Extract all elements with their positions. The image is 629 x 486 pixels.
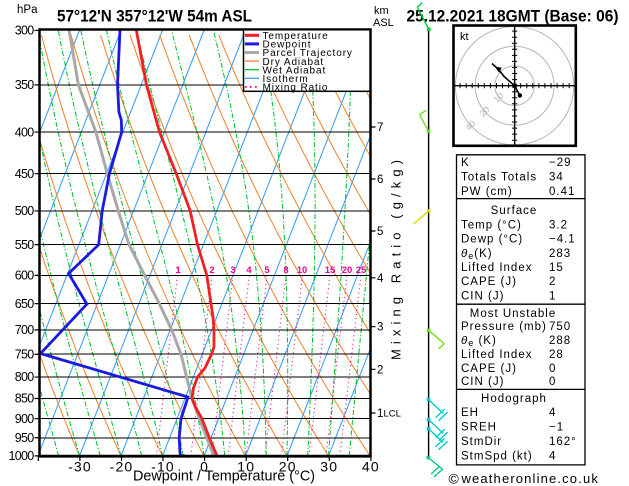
- svg-text:−4.1: −4.1: [549, 234, 576, 246]
- svg-text:25: 25: [356, 265, 367, 276]
- svg-text:162°: 162°: [549, 436, 577, 448]
- svg-text:15: 15: [549, 262, 564, 274]
- svg-text:850: 850: [15, 392, 35, 406]
- svg-text:Totals Totals: Totals Totals: [461, 172, 537, 184]
- svg-text:θe (K): θe (K): [461, 335, 497, 348]
- svg-text:0: 0: [549, 363, 556, 375]
- svg-text:Hodograph: Hodograph: [481, 393, 547, 405]
- svg-text:10: 10: [297, 265, 308, 276]
- svg-text:2: 2: [377, 364, 383, 376]
- svg-text:4: 4: [246, 265, 252, 276]
- svg-text:SREH: SREH: [461, 422, 497, 434]
- svg-text:Dewpoint: Dewpoint: [263, 40, 312, 51]
- svg-text:300: 300: [15, 24, 35, 38]
- svg-text:10: 10: [237, 459, 255, 475]
- svg-text:Most Unstable: Most Unstable: [470, 308, 557, 320]
- svg-text:0.41: 0.41: [549, 186, 575, 198]
- svg-text:750: 750: [15, 347, 35, 361]
- svg-text:θe(K): θe(K): [461, 248, 493, 261]
- svg-text:800: 800: [15, 370, 35, 384]
- svg-text:Dry Adiabat: Dry Adiabat: [263, 57, 325, 68]
- svg-text:4: 4: [549, 450, 556, 462]
- svg-text:34: 34: [549, 172, 564, 184]
- svg-text:CIN (J): CIN (J): [461, 290, 504, 302]
- svg-text:-20: -20: [110, 459, 134, 475]
- svg-text:10: 10: [492, 90, 506, 104]
- svg-text:LCL: LCL: [384, 409, 401, 420]
- svg-text:288: 288: [549, 335, 571, 347]
- svg-text:2: 2: [549, 276, 556, 288]
- svg-text:PW (cm): PW (cm): [461, 186, 513, 198]
- svg-text:weatheronline.co.uk: weatheronline.co.uk: [461, 471, 599, 486]
- svg-text:StmSpd (kt): StmSpd (kt): [461, 450, 533, 462]
- svg-text:hPa: hPa: [17, 4, 38, 16]
- svg-text:−29: −29: [549, 157, 572, 169]
- svg-text:650: 650: [15, 297, 35, 311]
- svg-text:Temp (°C): Temp (°C): [461, 219, 522, 231]
- svg-text:Wet Adiabat: Wet Adiabat: [263, 65, 327, 76]
- svg-text:25.12.2021 18GMT (Base: 06): 25.12.2021 18GMT (Base: 06): [407, 7, 619, 26]
- svg-text:0: 0: [200, 459, 209, 475]
- svg-text:0: 0: [549, 376, 556, 388]
- svg-text:8: 8: [283, 265, 288, 276]
- svg-text:Lifted Index: Lifted Index: [461, 349, 532, 361]
- svg-text:kt: kt: [460, 31, 469, 43]
- svg-text:600: 600: [15, 269, 35, 283]
- svg-text:750: 750: [549, 321, 571, 333]
- svg-text:30: 30: [320, 459, 338, 475]
- svg-text:57°12'N 357°12'W 54m ASL: 57°12'N 357°12'W 54m ASL: [57, 7, 252, 26]
- svg-text:Lifted Index: Lifted Index: [461, 262, 532, 274]
- svg-text:Pressure (mb): Pressure (mb): [461, 321, 547, 333]
- svg-text:Dewp (°C): Dewp (°C): [461, 234, 523, 246]
- svg-text:40: 40: [362, 459, 380, 475]
- svg-text:3: 3: [377, 322, 383, 334]
- svg-text:15: 15: [325, 265, 336, 276]
- svg-text:700: 700: [15, 323, 35, 337]
- svg-text:-10: -10: [151, 459, 175, 475]
- svg-text:Parcel Trajectory: Parcel Trajectory: [263, 48, 353, 59]
- svg-text:Isotherm: Isotherm: [263, 74, 309, 85]
- svg-text:4: 4: [377, 273, 384, 285]
- svg-text:450: 450: [15, 167, 35, 181]
- svg-text:1: 1: [175, 265, 181, 276]
- svg-text:Dewpoint / Temperature (°C): Dewpoint / Temperature (°C): [133, 469, 315, 485]
- svg-text:6: 6: [377, 174, 383, 186]
- svg-text:283: 283: [549, 248, 571, 260]
- svg-text:500: 500: [15, 204, 35, 218]
- svg-text:1: 1: [549, 290, 556, 302]
- svg-text:350: 350: [15, 78, 35, 92]
- svg-text:20: 20: [478, 104, 492, 118]
- svg-text:ASL: ASL: [373, 17, 394, 29]
- svg-text:−1: −1: [549, 422, 564, 434]
- svg-text:Mixing Ratio: Mixing Ratio: [263, 83, 329, 94]
- svg-text:550: 550: [15, 238, 35, 252]
- svg-text:CAPE (J): CAPE (J): [461, 363, 517, 375]
- svg-text:5: 5: [264, 265, 270, 276]
- svg-text:3: 3: [230, 265, 235, 276]
- svg-text:1: 1: [377, 408, 383, 420]
- svg-text:20: 20: [342, 265, 353, 276]
- svg-text:Surface: Surface: [491, 205, 538, 217]
- svg-text:2: 2: [209, 265, 214, 276]
- svg-text:StmDir: StmDir: [461, 436, 502, 448]
- svg-text:7: 7: [377, 122, 383, 134]
- svg-text:900: 900: [15, 412, 35, 426]
- svg-text:-30: -30: [68, 459, 92, 475]
- svg-text:950: 950: [15, 431, 35, 445]
- svg-text:1000: 1000: [8, 449, 34, 463]
- svg-text:4: 4: [549, 407, 556, 419]
- svg-text:CIN (J): CIN (J): [461, 376, 504, 388]
- svg-text:EH: EH: [461, 407, 479, 419]
- svg-text:©: ©: [449, 471, 460, 486]
- svg-text:km: km: [374, 5, 389, 17]
- svg-text:Temperature: Temperature: [263, 31, 329, 42]
- svg-text:400: 400: [15, 125, 35, 139]
- svg-text:20: 20: [279, 459, 297, 475]
- svg-text:28: 28: [549, 349, 564, 361]
- svg-text:5: 5: [377, 226, 383, 238]
- svg-text:3.2: 3.2: [549, 219, 568, 231]
- svg-text:CAPE (J): CAPE (J): [461, 276, 517, 288]
- svg-text:K: K: [461, 157, 470, 169]
